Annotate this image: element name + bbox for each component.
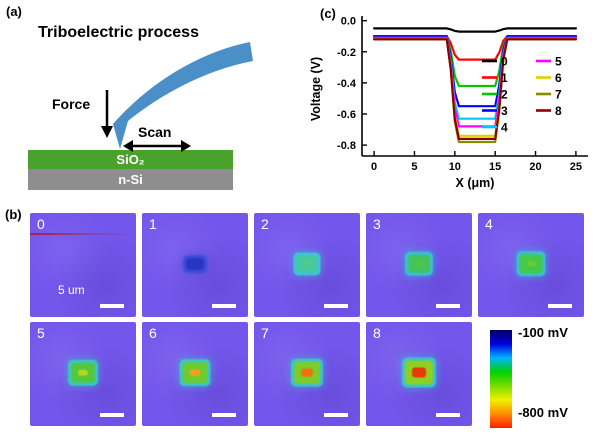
y-tick-label: -0.8 <box>337 140 356 152</box>
x-tick-label: 15 <box>489 161 501 173</box>
sio2-layer-label: SiO₂ <box>116 152 145 167</box>
scale-bar <box>548 304 572 308</box>
x-axis-title: X (μm) <box>456 176 495 190</box>
legend-label-3: 3 <box>501 104 508 118</box>
potential-spot-core <box>301 368 313 377</box>
potential-spot <box>68 359 98 386</box>
potential-spot-core <box>78 369 88 376</box>
series-line-3 <box>372 35 577 108</box>
potential-spot <box>291 358 323 387</box>
potential-spot-mid <box>182 362 208 384</box>
voltage-profile-chart: 0.0 -0.2 -0.4 -0.6 -0.8 0 5 10 15 20 25 0 1 2 3 4 5 6 7 8 Vo… <box>309 16 588 190</box>
afm-image-4: 4 <box>478 213 584 317</box>
nsi-layer: n-Si <box>28 169 233 190</box>
potential-spot <box>293 252 321 276</box>
panel-b-tag: (b) <box>5 207 22 222</box>
x-tick-label: 10 <box>449 161 461 173</box>
nsi-layer-label: n-Si <box>118 172 143 187</box>
scale-bar <box>212 413 236 417</box>
colorbar-top-label: -100 mV <box>518 325 568 340</box>
legend-label-7: 7 <box>555 88 562 102</box>
scale-bar <box>100 413 124 417</box>
x-tick-label: 25 <box>570 161 582 173</box>
legend-label-0: 0 <box>501 55 508 69</box>
afm-image-number: 8 <box>373 325 381 341</box>
sio2-layer: SiO₂ <box>28 150 233 169</box>
potential-spot-core <box>415 261 423 266</box>
legend-label-4: 4 <box>501 121 508 135</box>
legend-label-2: 2 <box>501 88 508 102</box>
potential-spot <box>402 357 436 388</box>
y-tick-label: -0.2 <box>337 47 356 59</box>
colorbar-bottom-label: -800 mV <box>518 405 568 420</box>
potential-spot-mid <box>186 258 204 271</box>
afm-image-number: 1 <box>149 216 157 232</box>
x-tick-label: 20 <box>529 161 541 173</box>
afm-image-2: 2 <box>254 213 360 317</box>
y-tick-label: -0.6 <box>337 109 356 121</box>
potential-spot-mid <box>405 360 433 385</box>
x-tick-label: 5 <box>411 161 417 173</box>
panel-a-tag: (a) <box>6 4 22 19</box>
scan-label: Scan <box>138 124 172 140</box>
scale-bar <box>436 304 460 308</box>
panel-c-tag: (c) <box>320 6 336 21</box>
scale-bar <box>212 304 236 308</box>
series-line-8 <box>372 38 577 140</box>
potential-spot-mid <box>296 255 318 273</box>
afm-image-1: 1 <box>142 213 248 317</box>
potential-spot-mid <box>519 254 543 274</box>
afm-image-5: 5 <box>30 322 136 426</box>
panel-a-schematic: (a) Triboelectric process SiO₂ n-Si Forc… <box>0 0 300 205</box>
series-line-6 <box>372 38 577 137</box>
scan-artifact-line <box>30 233 136 235</box>
afm-image-7: 7 <box>254 322 360 426</box>
potential-spot-mid <box>71 362 95 383</box>
y-axis-title: Voltage (V) <box>309 57 323 121</box>
afm-image-number: 6 <box>149 325 157 341</box>
afm-image-number: 3 <box>373 216 381 232</box>
potential-spot-core <box>412 367 426 378</box>
schematic-title: Triboelectric process <box>38 24 199 41</box>
scale-bar <box>324 304 348 308</box>
panel-c-chart: 0.0 -0.2 -0.4 -0.6 -0.8 0 5 10 15 20 25 0 1 2 3 4 5 6 7 8 Vo… <box>300 4 598 204</box>
potential-spot-mid <box>294 361 320 384</box>
series-line-0 <box>372 27 577 33</box>
force-arrow-icon <box>101 90 113 138</box>
cantilever-tip-icon <box>113 42 253 149</box>
scale-bar <box>100 304 124 308</box>
panel-b-afm-maps: (b) 0 5 um 1 2 3 4 5 6 7 8 -100 mV -800 mV <box>0 205 600 438</box>
scale-bar <box>324 413 348 417</box>
afm-image-3: 3 <box>366 213 472 317</box>
afm-image-number: 4 <box>485 216 493 232</box>
series-line-5 <box>372 36 577 128</box>
afm-image-number: 2 <box>261 216 269 232</box>
x-tick-label: 0 <box>371 161 377 173</box>
afm-image-6: 6 <box>142 322 248 426</box>
afm-image-number: 5 <box>37 325 45 341</box>
afm-image-number: 0 <box>37 216 45 232</box>
legend-label-1: 1 <box>501 71 508 85</box>
potential-spot-core <box>303 262 311 266</box>
afm-image-0: 0 5 um <box>30 213 136 317</box>
y-tick-label: 0.0 <box>341 16 356 28</box>
potential-spot-core <box>526 261 536 267</box>
legend-label-8: 8 <box>555 104 562 118</box>
afm-image-number: 7 <box>261 325 269 341</box>
scale-bar-text: 5 um <box>58 283 85 297</box>
potential-spot-core <box>189 369 201 377</box>
force-label: Force <box>52 96 91 112</box>
legend-label-5: 5 <box>555 55 562 69</box>
potential-colorbar <box>490 330 512 428</box>
potential-spot <box>183 255 207 274</box>
scale-bar <box>436 413 460 417</box>
potential-spot <box>516 251 546 277</box>
potential-spot-mid <box>408 254 430 273</box>
y-tick-label: -0.4 <box>337 78 357 90</box>
potential-spot <box>405 251 433 276</box>
afm-image-8: 8 <box>366 322 472 426</box>
potential-spot <box>179 359 211 387</box>
legend-label-6: 6 <box>555 71 562 85</box>
